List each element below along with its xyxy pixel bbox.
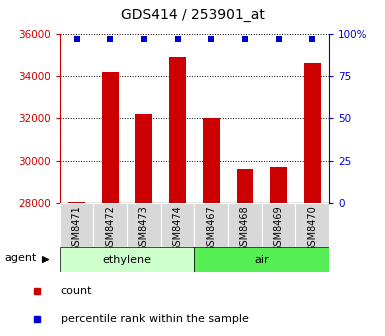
Text: GDS414 / 253901_at: GDS414 / 253901_at	[121, 8, 264, 23]
Text: GSM8472: GSM8472	[105, 206, 115, 252]
Bar	[296, 203, 329, 247]
Bar	[304, 63, 321, 203]
Point	[242, 36, 248, 41]
Point	[208, 36, 214, 41]
Bar	[169, 57, 186, 203]
Bar	[236, 169, 253, 203]
Bar	[161, 203, 194, 247]
Text: percentile rank within the sample: percentile rank within the sample	[61, 314, 249, 324]
Bar	[194, 247, 329, 272]
Bar	[93, 203, 127, 247]
Text: count: count	[61, 287, 92, 296]
Bar	[60, 247, 194, 272]
Bar	[203, 118, 220, 203]
Bar	[228, 203, 262, 247]
Bar	[136, 114, 152, 203]
Bar	[127, 203, 161, 247]
Bar	[270, 167, 287, 203]
Text: GSM8467: GSM8467	[206, 206, 216, 252]
Bar	[262, 203, 296, 247]
Point	[309, 36, 315, 41]
Text: GSM8470: GSM8470	[307, 206, 317, 252]
Text: GSM8474: GSM8474	[172, 206, 182, 252]
Text: GSM8469: GSM8469	[274, 206, 284, 252]
Point	[141, 36, 147, 41]
Text: GSM8473: GSM8473	[139, 206, 149, 252]
Bar	[194, 203, 228, 247]
Bar	[60, 203, 93, 247]
Point	[107, 36, 113, 41]
Point	[276, 36, 282, 41]
Bar	[102, 72, 119, 203]
Text: ethylene: ethylene	[102, 255, 152, 264]
Text: air: air	[254, 255, 269, 264]
Text: agent: agent	[5, 253, 37, 263]
Point	[174, 36, 181, 41]
Text: GSM8471: GSM8471	[72, 206, 82, 252]
Text: GSM8468: GSM8468	[240, 206, 250, 252]
Bar	[68, 202, 85, 203]
Point	[74, 36, 80, 41]
